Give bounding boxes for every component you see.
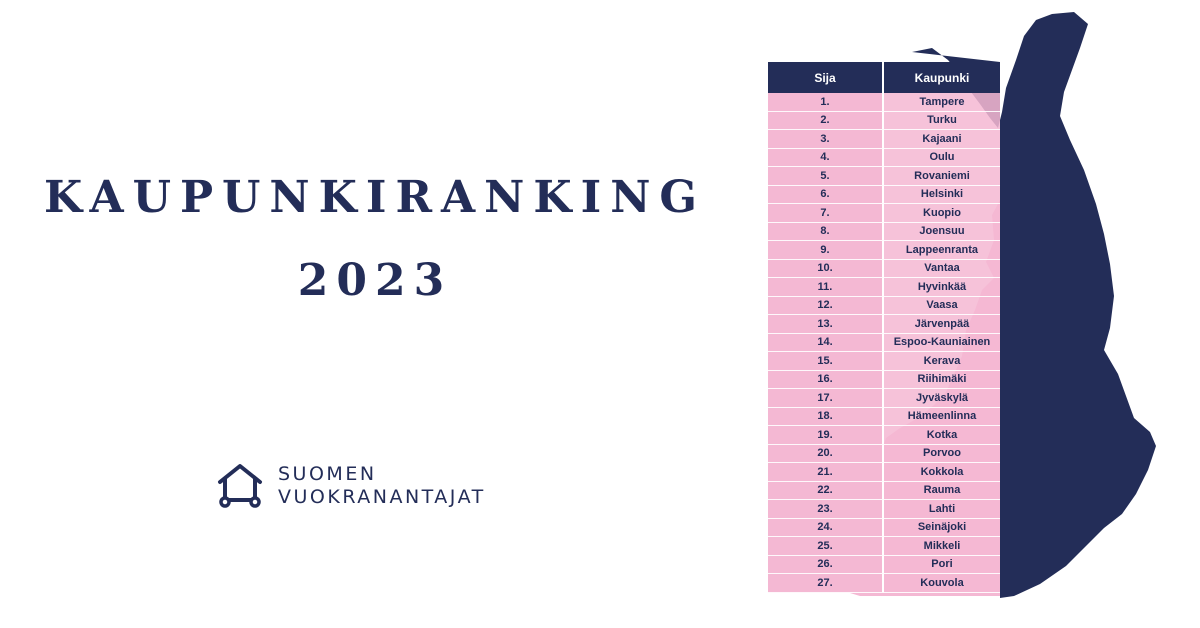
city-cell: Rovaniemi (884, 167, 1000, 186)
page-subtitle-year: 2023 (297, 255, 453, 306)
rank-cell: 13. (768, 315, 884, 334)
rank-cell: 11. (768, 278, 884, 297)
city-cell: Hyvinkää (884, 278, 1000, 297)
rank-cell: 15. (768, 352, 884, 371)
rank-cell: 5. (768, 167, 884, 186)
rank-cell: 9. (768, 241, 884, 260)
house-with-wheels-icon (218, 464, 262, 508)
rank-cell: 21. (768, 463, 884, 482)
table-row: 24. Seinäjoki (768, 518, 1000, 537)
table-row: 19. Kotka (768, 426, 1000, 445)
rank-cell: 20. (768, 444, 884, 463)
rank-cell: 7. (768, 204, 884, 223)
city-cell: Espoo-Kauniainen (884, 333, 1000, 352)
city-cell: Hämeenlinna (884, 407, 1000, 426)
logo-text-line2: VUOKRANANTAJAT (278, 486, 486, 508)
table-row: 16. Riihimäki (768, 370, 1000, 389)
finland-map-navy-region (912, 12, 1156, 598)
column-header-city: Kaupunki (884, 62, 1000, 93)
city-cell: Kuopio (884, 204, 1000, 223)
table-row: 20. Porvoo (768, 444, 1000, 463)
city-cell: Tampere (884, 93, 1000, 112)
table-row: 26. Pori (768, 555, 1000, 574)
table-row: 11. Hyvinkää (768, 278, 1000, 297)
table-header-row: Sija Kaupunki (768, 62, 1000, 93)
table-row: 3. Kajaani (768, 130, 1000, 149)
table-row: 22. Rauma (768, 481, 1000, 500)
rank-cell: 2. (768, 111, 884, 130)
table-row: 12. Vaasa (768, 296, 1000, 315)
table-row: 13. Järvenpää (768, 315, 1000, 334)
city-cell: Pori (884, 555, 1000, 574)
rank-cell: 10. (768, 259, 884, 278)
city-cell: Lahti (884, 500, 1000, 519)
city-cell: Vaasa (884, 296, 1000, 315)
rank-cell: 18. (768, 407, 884, 426)
rank-cell: 19. (768, 426, 884, 445)
rank-cell: 27. (768, 574, 884, 593)
page-title: KAUPUNKIRANKING (43, 172, 706, 223)
logo-text: SUOMEN VUOKRANANTAJAT (278, 463, 486, 509)
table-row: 1. Tampere (768, 93, 1000, 112)
city-cell: Kokkola (884, 463, 1000, 482)
table-row: 15. Kerava (768, 352, 1000, 371)
rank-cell: 4. (768, 148, 884, 167)
table-row: 25. Mikkeli (768, 537, 1000, 556)
logo: SUOMEN VUOKRANANTAJAT (216, 462, 486, 510)
city-cell: Riihimäki (884, 370, 1000, 389)
rank-cell: 16. (768, 370, 884, 389)
table-row: 10. Vantaa (768, 259, 1000, 278)
city-cell: Kotka (884, 426, 1000, 445)
city-cell: Porvoo (884, 444, 1000, 463)
table-row: 6. Helsinki (768, 185, 1000, 204)
city-cell: Vantaa (884, 259, 1000, 278)
table-row: 9. Lappeenranta (768, 241, 1000, 260)
ranking-table: Sija Kaupunki 1. Tampere 2. Turku 3. Kajaani 4… (768, 62, 1000, 593)
city-cell: Kajaani (884, 130, 1000, 149)
city-cell: Kerava (884, 352, 1000, 371)
table-row: 21. Kokkola (768, 463, 1000, 482)
rank-cell: 17. (768, 389, 884, 408)
rank-cell: 26. (768, 555, 884, 574)
rank-cell: 22. (768, 481, 884, 500)
rank-cell: 12. (768, 296, 884, 315)
rank-cell: 1. (768, 93, 884, 112)
table-row: 7. Kuopio (768, 204, 1000, 223)
column-header-rank: Sija (768, 62, 884, 93)
city-cell: Turku (884, 111, 1000, 130)
city-cell: Jyväskylä (884, 389, 1000, 408)
city-cell: Mikkeli (884, 537, 1000, 556)
rank-cell: 23. (768, 500, 884, 519)
city-cell: Seinäjoki (884, 518, 1000, 537)
table-row: 2. Turku (768, 111, 1000, 130)
table-row: 4. Oulu (768, 148, 1000, 167)
logo-text-line1: SUOMEN (278, 463, 377, 485)
city-cell: Lappeenranta (884, 241, 1000, 260)
rank-cell: 24. (768, 518, 884, 537)
table-row: 5. Rovaniemi (768, 167, 1000, 186)
table-row: 17. Jyväskylä (768, 389, 1000, 408)
rank-cell: 3. (768, 130, 884, 149)
rank-cell: 14. (768, 333, 884, 352)
ranking-table-body: 1. Tampere 2. Turku 3. Kajaani 4. Oulu 5. Rovanie… (768, 93, 1000, 593)
rank-cell: 8. (768, 222, 884, 241)
rank-cell: 6. (768, 185, 884, 204)
city-cell: Rauma (884, 481, 1000, 500)
rank-cell: 25. (768, 537, 884, 556)
table-row: 8. Joensuu (768, 222, 1000, 241)
city-cell: Joensuu (884, 222, 1000, 241)
city-cell: Kouvola (884, 574, 1000, 593)
city-cell: Järvenpää (884, 315, 1000, 334)
table-row: 27. Kouvola (768, 574, 1000, 593)
table-row: 23. Lahti (768, 500, 1000, 519)
table-row: 14. Espoo-Kauniainen (768, 333, 1000, 352)
table-row: 18. Hämeenlinna (768, 407, 1000, 426)
city-cell: Oulu (884, 148, 1000, 167)
city-cell: Helsinki (884, 185, 1000, 204)
